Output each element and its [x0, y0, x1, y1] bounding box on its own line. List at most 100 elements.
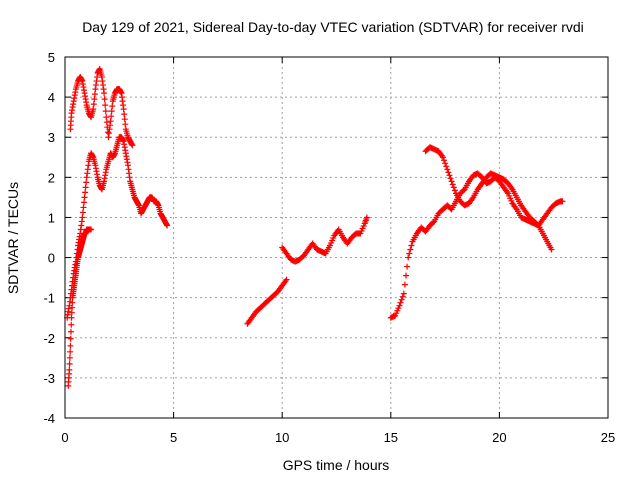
data-point: [396, 302, 403, 309]
data-point-interp: [102, 102, 109, 109]
data-point-interp: [68, 321, 75, 328]
x-tick-label: 25: [601, 430, 615, 445]
series-seg-c: [279, 214, 370, 265]
series-seg-d-upper: [422, 144, 555, 253]
data-point: [79, 214, 86, 221]
data-point-interp: [446, 172, 453, 179]
y-tick-label: 3: [48, 130, 55, 145]
data-point: [559, 198, 566, 205]
x-tick-labels: 0 5 10 15 20 25: [61, 430, 615, 445]
data-point: [67, 342, 74, 349]
data-point-interp: [441, 157, 448, 164]
x-tick-label: 5: [170, 430, 177, 445]
data-point: [448, 178, 455, 185]
y-tick-label: 2: [48, 170, 55, 185]
data-point-interp: [399, 293, 406, 300]
y-tick-label: -4: [43, 411, 55, 426]
x-tick-label: 20: [492, 430, 506, 445]
grid: [65, 57, 608, 418]
data-point-interp: [83, 179, 90, 186]
data-point-interp: [403, 272, 410, 279]
y-tick-label: 0: [48, 251, 55, 266]
data-point-interp: [81, 199, 88, 206]
data-point-interp: [404, 263, 411, 270]
data-point-interp: [451, 187, 458, 194]
y-tick-label: -3: [43, 371, 55, 386]
data-point-interp: [82, 184, 89, 191]
x-axis-label: GPS time / hours: [283, 457, 390, 473]
data-point-interp: [122, 121, 129, 128]
data-point-interp: [101, 96, 108, 103]
data-point: [164, 222, 171, 229]
data-point: [101, 90, 108, 97]
data-point-interp: [80, 204, 87, 211]
y-tick-label: 4: [48, 90, 55, 105]
y-tick-label: -1: [43, 291, 55, 306]
data-point-interp: [68, 309, 75, 316]
data-point-interp: [67, 335, 74, 342]
data-point: [107, 118, 114, 125]
data-point: [103, 114, 110, 121]
data-point-interp: [108, 108, 115, 115]
data-point-interp: [67, 328, 74, 335]
data-point-interp: [406, 250, 413, 257]
data-point-interp: [449, 181, 456, 188]
data-point-interp: [442, 160, 449, 167]
series-seg-b: [244, 276, 290, 327]
data-point: [400, 290, 407, 297]
y-tick-labels: -4 -3 -2 -1 0 1 2 3 4 5: [43, 50, 55, 426]
data-point: [129, 142, 136, 149]
data-point-interp: [450, 184, 457, 191]
data-point-interp: [82, 189, 89, 196]
y-tick-label: -2: [43, 331, 55, 346]
data-point-interp: [534, 221, 541, 228]
data-point-interp: [69, 304, 76, 311]
data-point: [444, 166, 451, 173]
data-point-interp: [79, 209, 86, 216]
data-point-interp: [447, 175, 454, 182]
data-point: [81, 194, 88, 201]
data-point-interp: [460, 187, 467, 194]
data-point: [439, 154, 446, 161]
data-point-interp: [91, 96, 98, 103]
data-point: [283, 276, 290, 283]
y-tick-label: 5: [48, 50, 55, 65]
series-seg-a-upper: [67, 66, 136, 149]
data-point-interp: [102, 108, 109, 115]
data-point-interp: [66, 360, 73, 367]
data-point-interp: [430, 219, 437, 226]
data-point-interp: [91, 91, 98, 98]
chart-title: Day 129 of 2021, Sidereal Day-to-day VTE…: [82, 19, 584, 35]
data-point: [88, 226, 95, 233]
data-point: [405, 254, 412, 261]
data-point-interp: [121, 116, 128, 123]
data-point-interp: [104, 129, 111, 136]
data-point-interp: [401, 281, 408, 288]
data-point-interp: [121, 111, 128, 118]
data-point: [548, 246, 555, 253]
data-point-interp: [408, 242, 415, 249]
data-point-interp: [443, 163, 450, 170]
series-seg-d-lower: [387, 170, 566, 321]
data-point: [363, 214, 370, 221]
data-point: [68, 314, 75, 321]
y-axis-label: SDTVAR / TECUs: [5, 182, 21, 294]
data-point-interp: [108, 113, 115, 120]
data-point: [66, 366, 73, 373]
data-point-interp: [66, 354, 73, 361]
data-point-interp: [397, 299, 404, 306]
x-tick-label: 0: [61, 430, 68, 445]
data-point-interp: [69, 299, 76, 306]
data-points: [64, 66, 566, 389]
data-point: [90, 106, 97, 113]
data-point-interp: [103, 119, 110, 126]
data-point-interp: [90, 101, 97, 108]
x-tick-label: 15: [384, 430, 398, 445]
x-tick-label: 10: [275, 430, 289, 445]
data-point: [120, 106, 127, 113]
data-point-interp: [407, 246, 414, 253]
data-point-interp: [67, 348, 74, 355]
plot-frame: [64, 56, 609, 419]
